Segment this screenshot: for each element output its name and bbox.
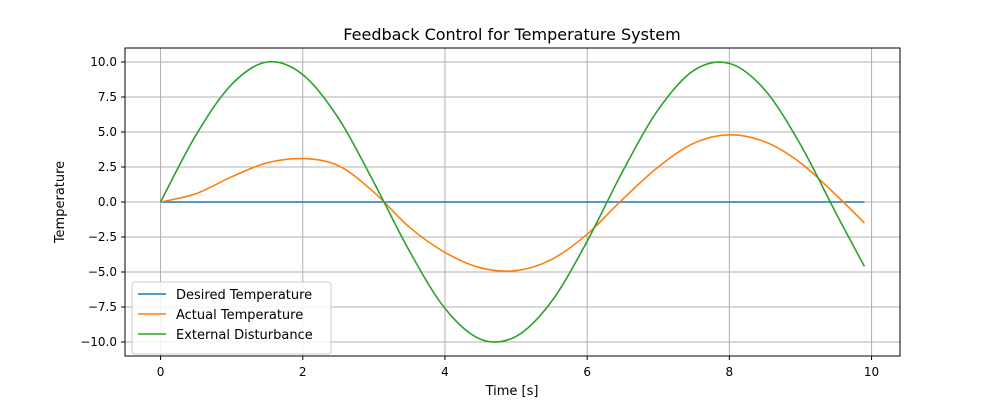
y-tick-label: −10.0 [80, 335, 117, 349]
x-tick-label: 4 [441, 365, 449, 379]
x-tick-label: 6 [583, 365, 591, 379]
legend-entry: Actual Temperature [176, 308, 303, 323]
x-tick-label: 8 [726, 365, 734, 379]
legend: Desired Temperature Actual Temperature Ext… [131, 281, 332, 355]
legend-entry: External Disturbance [176, 328, 313, 343]
y-tick-label: −5.0 [88, 265, 117, 279]
y-tick-label: 0.0 [98, 195, 117, 209]
x-tick-label: 0 [157, 365, 165, 379]
series-line-1 [160, 133, 866, 272]
y-tick-label: 10.0 [90, 55, 117, 69]
x-tick-label: 2 [299, 365, 307, 379]
y-tick-label: 5.0 [98, 125, 117, 139]
y-tick-label: −7.5 [88, 300, 117, 314]
y-tick-label: 2.5 [98, 160, 117, 174]
x-tick-label: 10 [864, 365, 879, 379]
y-tick-label: −2.5 [88, 230, 117, 244]
series-line-2 [159, 60, 866, 343]
legend-box [131, 281, 332, 355]
x-axis: 0 2 4 6 8 10 [157, 356, 879, 379]
x-axis-label: Time [s] [485, 384, 539, 399]
series-layer [159, 60, 866, 343]
legend-entry: Desired Temperature [176, 288, 312, 303]
y-axis: 10.0 7.5 5.0 2.5 0.0 −2.5 −5.0 −7.5 −10.0 [80, 55, 125, 349]
chart-title: Feedback Control for Temperature System [343, 25, 680, 44]
y-tick-label: 7.5 [98, 90, 117, 104]
y-axis-label: Temperature [53, 161, 68, 244]
